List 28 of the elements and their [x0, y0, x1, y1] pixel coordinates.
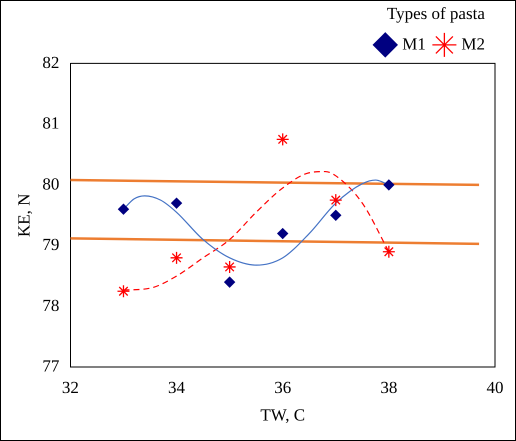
point: [224, 276, 236, 288]
point: [222, 260, 236, 274]
point: [171, 198, 182, 209]
y-tick-label: 81: [42, 114, 60, 133]
x-axis-title: TW, C: [260, 405, 306, 424]
y-tick-label: 79: [42, 235, 60, 254]
y-tick-label: 82: [42, 52, 60, 72]
point: [170, 251, 184, 264]
point: [329, 193, 342, 207]
point: [277, 228, 288, 240]
point: [330, 210, 342, 221]
y-axis-title: KE, N: [14, 194, 34, 238]
y-tick-label: 78: [42, 296, 60, 315]
x-tick-label: 38: [380, 378, 398, 397]
point: [383, 179, 394, 190]
x-tick-label: 32: [62, 378, 79, 397]
point: [116, 284, 130, 298]
x-tick-label: 36: [274, 378, 292, 397]
point: [276, 132, 290, 146]
legend-title: Types of pasta: [386, 4, 486, 23]
legend-label: M1: [402, 34, 426, 54]
point: [118, 204, 129, 215]
y-tick-label: 77: [42, 356, 60, 376]
y-tick-label: 80: [42, 174, 60, 194]
x-tick-label: 34: [168, 378, 186, 397]
x-tick-label: 40: [486, 378, 504, 397]
point: [382, 245, 396, 258]
legend-label: M2: [461, 34, 486, 54]
